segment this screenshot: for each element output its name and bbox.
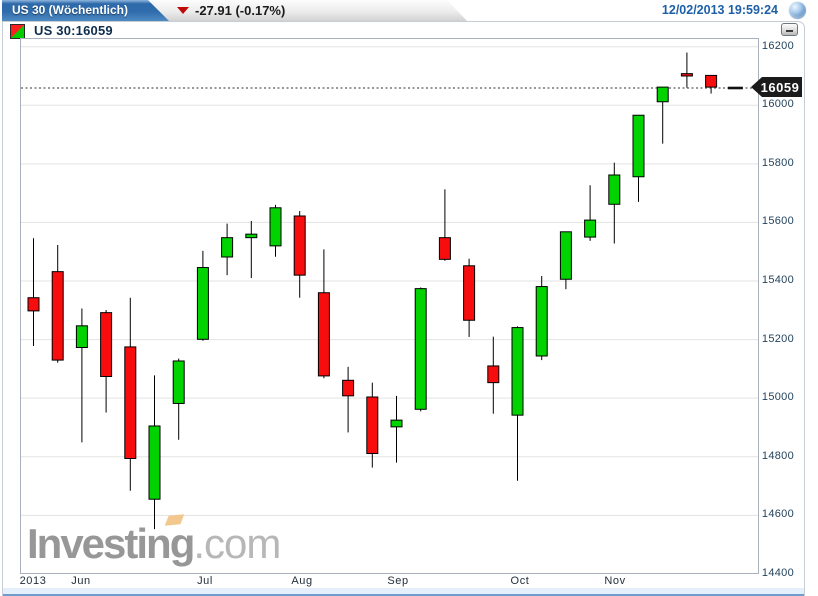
minus-icon bbox=[786, 30, 793, 32]
price-tick-label: 15800 bbox=[761, 156, 794, 169]
bottom-bar bbox=[3, 588, 804, 596]
candle-up bbox=[245, 233, 258, 239]
candle-up bbox=[269, 207, 282, 247]
change-value: -27.91 (-0.17%) bbox=[195, 3, 286, 18]
time-tick-label: Sep bbox=[387, 575, 409, 587]
time-tick-label: Jun bbox=[71, 575, 91, 587]
price-axis: 16200 16000 15800 15600 15400 15200 15000 14800… bbox=[759, 38, 803, 579]
time-tick-label: 2013 bbox=[19, 575, 47, 587]
price-change: -27.91 (-0.17%) bbox=[177, 0, 285, 21]
last-price-tag: 16059 bbox=[751, 77, 802, 97]
candle-down bbox=[487, 365, 500, 384]
candle-down bbox=[317, 292, 330, 377]
time-tick-label: Oct bbox=[510, 575, 530, 587]
last-candle-dash bbox=[727, 86, 743, 90]
price-tick-label: 15600 bbox=[761, 215, 794, 228]
price-tick-label: 15400 bbox=[761, 274, 794, 286]
watermark-suffix: .com bbox=[193, 520, 281, 567]
candle-up bbox=[608, 174, 621, 205]
candle-up bbox=[172, 360, 185, 404]
time-tick-label: Nov bbox=[604, 575, 626, 587]
candle-up bbox=[632, 114, 645, 178]
candle-up bbox=[559, 231, 572, 280]
series-label: US 30:16059 bbox=[34, 23, 113, 38]
time-tick-label: Aug bbox=[291, 575, 313, 587]
candle-down bbox=[342, 379, 355, 397]
candle-down bbox=[680, 73, 693, 77]
down-arrow-icon bbox=[177, 7, 189, 14]
candle-down bbox=[463, 265, 476, 321]
candle-up bbox=[221, 237, 234, 258]
tab-title: US 30 (Wöchentlich) bbox=[12, 3, 129, 17]
candle-up bbox=[75, 325, 88, 348]
watermark: Investing.com bbox=[27, 514, 281, 567]
price-tick-label: 14600 bbox=[761, 508, 794, 521]
price-tick-label: 15000 bbox=[761, 391, 794, 404]
series-candle-icon bbox=[10, 24, 25, 39]
candle-up bbox=[511, 327, 524, 416]
price-tick-label: 16000 bbox=[761, 98, 794, 111]
watermark-brand: Investing bbox=[27, 520, 195, 567]
collapse-button[interactable] bbox=[781, 23, 798, 36]
candle-down bbox=[51, 271, 64, 361]
candle-up bbox=[148, 425, 161, 500]
candle-up bbox=[535, 286, 548, 357]
candlestick-chart bbox=[21, 46, 758, 530]
candle-down bbox=[705, 74, 718, 88]
candle-up bbox=[196, 267, 209, 340]
tab-us30-weekly[interactable]: US 30 (Wöchentlich) bbox=[2, 0, 169, 21]
candle-up bbox=[414, 288, 427, 410]
candle-down bbox=[100, 312, 113, 377]
candle-up bbox=[390, 419, 403, 428]
candle-up bbox=[656, 86, 669, 103]
time-axis: 2013 Jun Jul Aug Sep Oct Nov bbox=[0, 575, 760, 591]
candle-down bbox=[27, 297, 40, 312]
live-status-sphere-icon[interactable] bbox=[789, 2, 806, 19]
price-tick-label: 16200 bbox=[761, 39, 794, 52]
price-tick-label: 14400 bbox=[761, 566, 794, 579]
price-tick-label: 15200 bbox=[761, 332, 794, 345]
time-tick-label: Jul bbox=[197, 575, 213, 587]
candle-up bbox=[584, 219, 597, 238]
candle-down bbox=[438, 237, 451, 260]
chart-plot-area[interactable]: Investing.com bbox=[20, 38, 759, 574]
candle-down bbox=[293, 215, 306, 276]
candle-down bbox=[124, 346, 137, 460]
timestamp: 12/02/2013 19:59:24 bbox=[661, 3, 778, 17]
price-tick-label: 14800 bbox=[761, 449, 794, 462]
candle-down bbox=[366, 396, 379, 455]
